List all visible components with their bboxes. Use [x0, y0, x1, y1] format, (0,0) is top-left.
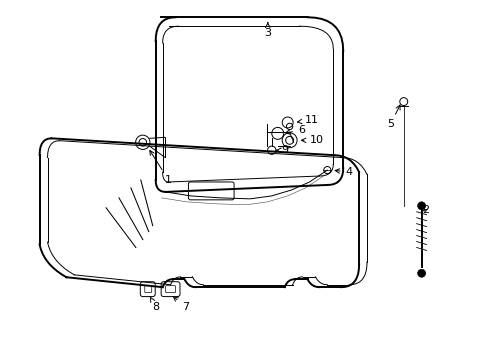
Text: 10: 10 — [301, 135, 323, 145]
Text: 11: 11 — [297, 116, 318, 126]
Text: 9: 9 — [276, 145, 288, 155]
Text: 1: 1 — [149, 150, 172, 185]
Text: 4: 4 — [334, 167, 352, 177]
Text: 2: 2 — [420, 205, 429, 215]
Circle shape — [417, 202, 425, 210]
Text: 8: 8 — [150, 297, 159, 312]
Text: 7: 7 — [173, 297, 189, 312]
Text: 3: 3 — [264, 23, 271, 38]
Text: 6: 6 — [285, 125, 305, 135]
Text: 5: 5 — [386, 105, 399, 130]
Circle shape — [417, 269, 425, 277]
